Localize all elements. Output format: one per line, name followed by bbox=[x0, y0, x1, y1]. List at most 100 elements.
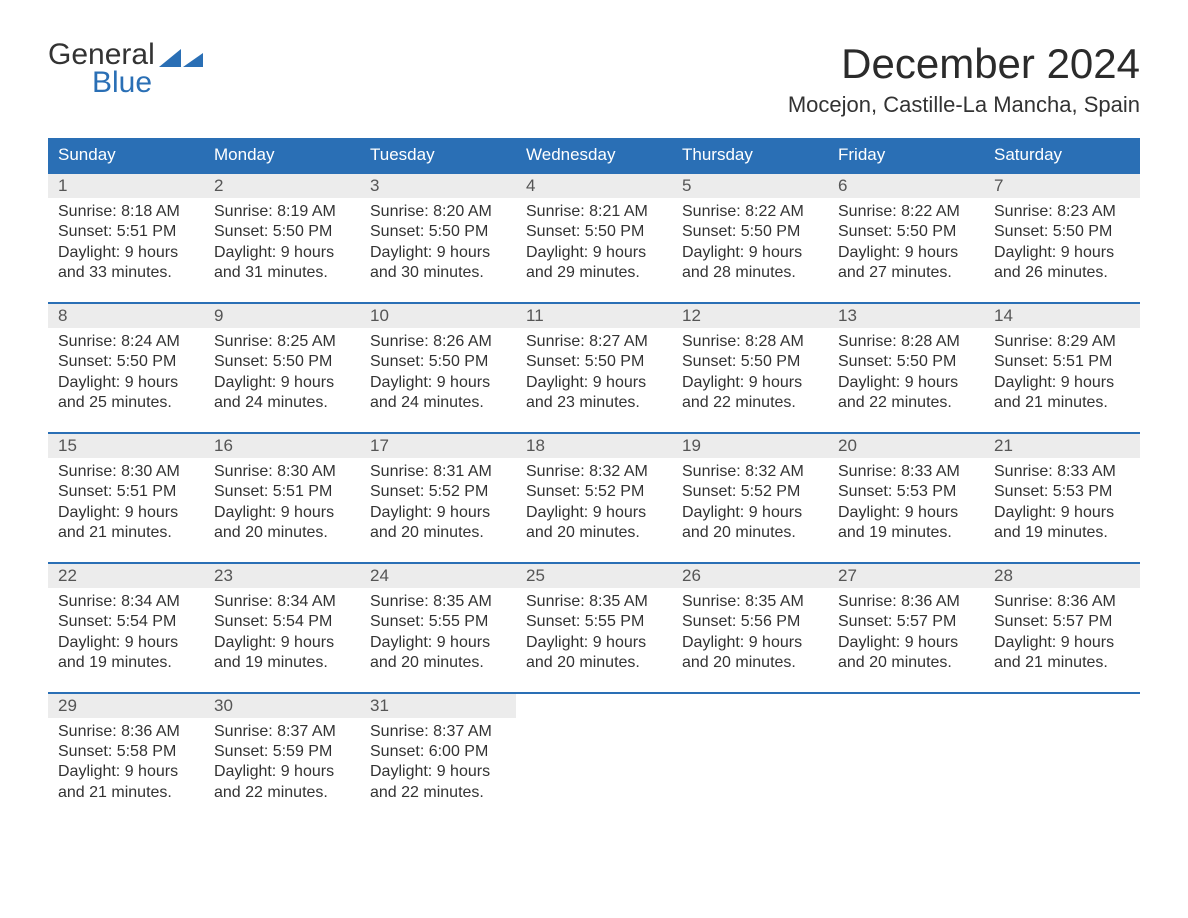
day-data-cell: Sunrise: 8:28 AMSunset: 5:50 PMDaylight:… bbox=[828, 328, 984, 433]
day-number: 2 bbox=[214, 176, 223, 195]
sunset: Sunset: 5:50 PM bbox=[838, 352, 974, 372]
daylight-line1: Daylight: 9 hours bbox=[370, 633, 506, 653]
day-number-cell: 24 bbox=[360, 563, 516, 588]
sunrise: Sunrise: 8:35 AM bbox=[370, 592, 506, 612]
day-number: 8 bbox=[58, 306, 67, 325]
day-number-cell: 29 bbox=[48, 693, 204, 718]
day-number: 28 bbox=[994, 566, 1013, 585]
day-data: Sunrise: 8:35 AMSunset: 5:55 PMDaylight:… bbox=[516, 588, 672, 674]
day-data-cell: Sunrise: 8:36 AMSunset: 5:58 PMDaylight:… bbox=[48, 718, 204, 822]
day-number-cell: 31 bbox=[360, 693, 516, 718]
sunset: Sunset: 5:52 PM bbox=[370, 482, 506, 502]
day-data: Sunrise: 8:37 AMSunset: 5:59 PMDaylight:… bbox=[204, 718, 360, 804]
day-data: Sunrise: 8:37 AMSunset: 6:00 PMDaylight:… bbox=[360, 718, 516, 804]
day-number: 7 bbox=[994, 176, 1003, 195]
day-number: 13 bbox=[838, 306, 857, 325]
day-data-cell bbox=[984, 718, 1140, 822]
day-number-cell: 5 bbox=[672, 173, 828, 198]
day-number: 17 bbox=[370, 436, 389, 455]
sunrise: Sunrise: 8:20 AM bbox=[370, 202, 506, 222]
day-number: 12 bbox=[682, 306, 701, 325]
day-number: 21 bbox=[994, 436, 1013, 455]
day-data: Sunrise: 8:33 AMSunset: 5:53 PMDaylight:… bbox=[984, 458, 1140, 544]
header: General Blue December 2024 Mocejon, Cast… bbox=[48, 40, 1140, 130]
day-number: 1 bbox=[58, 176, 67, 195]
daylight-line2: and 22 minutes. bbox=[370, 783, 506, 803]
day-number: 30 bbox=[214, 696, 233, 715]
weekday-header-row: Sunday Monday Tuesday Wednesday Thursday… bbox=[48, 138, 1140, 173]
day-data: Sunrise: 8:36 AMSunset: 5:58 PMDaylight:… bbox=[48, 718, 204, 804]
day-data-cell bbox=[672, 718, 828, 822]
day-number-cell: 30 bbox=[204, 693, 360, 718]
day-data-cell: Sunrise: 8:27 AMSunset: 5:50 PMDaylight:… bbox=[516, 328, 672, 433]
day-data: Sunrise: 8:35 AMSunset: 5:56 PMDaylight:… bbox=[672, 588, 828, 674]
day-number-cell: 17 bbox=[360, 433, 516, 458]
sunset: Sunset: 5:51 PM bbox=[58, 482, 194, 502]
day-data: Sunrise: 8:21 AMSunset: 5:50 PMDaylight:… bbox=[516, 198, 672, 284]
sunrise: Sunrise: 8:18 AM bbox=[58, 202, 194, 222]
day-number: 22 bbox=[58, 566, 77, 585]
day-data: Sunrise: 8:32 AMSunset: 5:52 PMDaylight:… bbox=[516, 458, 672, 544]
day-data-cell: Sunrise: 8:34 AMSunset: 5:54 PMDaylight:… bbox=[204, 588, 360, 693]
daylight-line1: Daylight: 9 hours bbox=[526, 373, 662, 393]
day-number: 25 bbox=[526, 566, 545, 585]
daylight-line1: Daylight: 9 hours bbox=[838, 633, 974, 653]
day-data-cell: Sunrise: 8:33 AMSunset: 5:53 PMDaylight:… bbox=[828, 458, 984, 563]
day-number-cell: 10 bbox=[360, 303, 516, 328]
sunrise: Sunrise: 8:27 AM bbox=[526, 332, 662, 352]
sunrise: Sunrise: 8:30 AM bbox=[214, 462, 350, 482]
sunset: Sunset: 5:54 PM bbox=[214, 612, 350, 632]
daylight-line2: and 20 minutes. bbox=[526, 523, 662, 543]
day-data: Sunrise: 8:31 AMSunset: 5:52 PMDaylight:… bbox=[360, 458, 516, 544]
day-data: Sunrise: 8:22 AMSunset: 5:50 PMDaylight:… bbox=[828, 198, 984, 284]
sunset: Sunset: 5:50 PM bbox=[214, 352, 350, 372]
day-number: 9 bbox=[214, 306, 223, 325]
daylight-line2: and 33 minutes. bbox=[58, 263, 194, 283]
daylight-line1: Daylight: 9 hours bbox=[994, 243, 1130, 263]
daylight-line1: Daylight: 9 hours bbox=[682, 503, 818, 523]
daylight-line2: and 27 minutes. bbox=[838, 263, 974, 283]
sunset: Sunset: 5:51 PM bbox=[994, 352, 1130, 372]
daylight-line2: and 23 minutes. bbox=[526, 393, 662, 413]
day-data-row: Sunrise: 8:34 AMSunset: 5:54 PMDaylight:… bbox=[48, 588, 1140, 693]
daylight-line1: Daylight: 9 hours bbox=[526, 503, 662, 523]
day-data-cell: Sunrise: 8:22 AMSunset: 5:50 PMDaylight:… bbox=[672, 198, 828, 303]
day-number-cell: 14 bbox=[984, 303, 1140, 328]
sunrise: Sunrise: 8:33 AM bbox=[994, 462, 1130, 482]
sunset: Sunset: 5:53 PM bbox=[838, 482, 974, 502]
day-number: 29 bbox=[58, 696, 77, 715]
sunset: Sunset: 5:57 PM bbox=[994, 612, 1130, 632]
daylight-line2: and 22 minutes. bbox=[682, 393, 818, 413]
day-number: 14 bbox=[994, 306, 1013, 325]
day-number-cell: 7 bbox=[984, 173, 1140, 198]
daylight-line2: and 20 minutes. bbox=[682, 523, 818, 543]
day-number: 6 bbox=[838, 176, 847, 195]
daylight-line2: and 20 minutes. bbox=[370, 523, 506, 543]
sunset: Sunset: 5:57 PM bbox=[838, 612, 974, 632]
daylight-line2: and 24 minutes. bbox=[370, 393, 506, 413]
day-data: Sunrise: 8:28 AMSunset: 5:50 PMDaylight:… bbox=[828, 328, 984, 414]
daylight-line2: and 30 minutes. bbox=[370, 263, 506, 283]
day-data-row: Sunrise: 8:24 AMSunset: 5:50 PMDaylight:… bbox=[48, 328, 1140, 433]
daylight-line2: and 19 minutes. bbox=[214, 653, 350, 673]
day-data-cell: Sunrise: 8:22 AMSunset: 5:50 PMDaylight:… bbox=[828, 198, 984, 303]
daylight-line2: and 31 minutes. bbox=[214, 263, 350, 283]
daylight-line1: Daylight: 9 hours bbox=[370, 503, 506, 523]
day-data: Sunrise: 8:34 AMSunset: 5:54 PMDaylight:… bbox=[204, 588, 360, 674]
sunrise: Sunrise: 8:19 AM bbox=[214, 202, 350, 222]
page: General Blue December 2024 Mocejon, Cast… bbox=[0, 0, 1188, 861]
sunrise: Sunrise: 8:36 AM bbox=[994, 592, 1130, 612]
day-number-row: 891011121314 bbox=[48, 303, 1140, 328]
day-data: Sunrise: 8:36 AMSunset: 5:57 PMDaylight:… bbox=[984, 588, 1140, 674]
weekday-header: Saturday bbox=[984, 138, 1140, 173]
sunset: Sunset: 5:55 PM bbox=[526, 612, 662, 632]
day-number: 23 bbox=[214, 566, 233, 585]
daylight-line1: Daylight: 9 hours bbox=[370, 243, 506, 263]
day-number-cell: 6 bbox=[828, 173, 984, 198]
sunrise: Sunrise: 8:32 AM bbox=[526, 462, 662, 482]
day-data: Sunrise: 8:18 AMSunset: 5:51 PMDaylight:… bbox=[48, 198, 204, 284]
day-data: Sunrise: 8:35 AMSunset: 5:55 PMDaylight:… bbox=[360, 588, 516, 674]
sunrise: Sunrise: 8:35 AM bbox=[682, 592, 818, 612]
location: Mocejon, Castille-La Mancha, Spain bbox=[788, 92, 1140, 118]
sunrise: Sunrise: 8:29 AM bbox=[994, 332, 1130, 352]
